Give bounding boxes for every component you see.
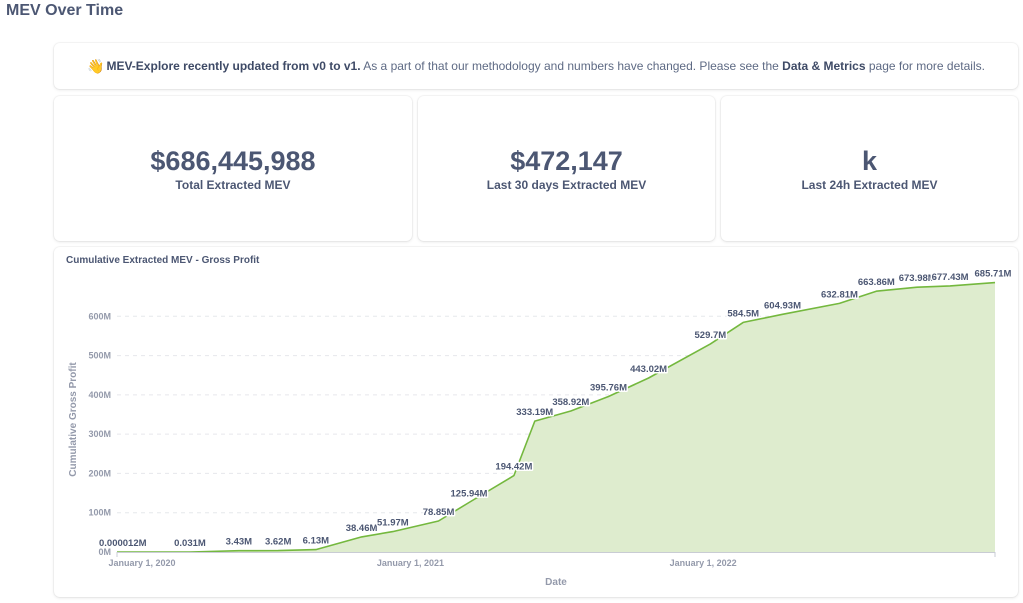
- cumulative-mev-chart-card: Cumulative Extracted MEV - Gross Profit …: [54, 247, 1018, 597]
- y-tick-label: 500M: [88, 351, 111, 361]
- data-label: 395.76M: [590, 383, 627, 394]
- y-tick-label: 200M: [88, 468, 111, 478]
- data-label: 584.5M: [727, 308, 759, 319]
- x-tick-label: January 1, 2021: [377, 558, 444, 568]
- stat-value: k: [861, 145, 878, 176]
- area-layer: [117, 281, 996, 553]
- data-label: 0.000012M: [99, 538, 147, 549]
- data-label: 663.86M: [858, 277, 895, 288]
- notice-text: As a part of that our methodology and nu…: [360, 59, 783, 73]
- data-label: 6.13M: [303, 536, 329, 547]
- y-tick-label: 400M: [88, 390, 111, 400]
- page-title: MEV Over Time: [6, 2, 124, 19]
- data-label: 529.7M: [695, 330, 727, 341]
- y-tick-label: 600M: [88, 311, 111, 321]
- data-label: 125.94M: [451, 489, 488, 500]
- data-label: 673.98M: [899, 273, 936, 284]
- data-label: 632.81M: [821, 289, 858, 300]
- data-label: 358.92M: [552, 397, 589, 408]
- cumulative-mev-chart[interactable]: 0M 100M 200M 300M 400M 500M 600M January 1, 202…: [54, 247, 1018, 597]
- chart-title: Cumulative Extracted MEV - Gross Profit: [66, 255, 260, 266]
- stat-label: Total Extracted MEV: [175, 177, 291, 192]
- data-label: 194.42M: [495, 462, 532, 473]
- waving-hand-icon: 👋: [87, 57, 105, 74]
- data-label: 78.85M: [423, 507, 455, 518]
- x-tick-label: January 1, 2022: [670, 558, 737, 568]
- data-label: 51.97M: [377, 518, 409, 529]
- data-label: 604.93M: [764, 300, 801, 311]
- y-tick-label: 300M: [88, 429, 111, 439]
- data-label: 0.031M: [174, 538, 206, 549]
- y-axis-title: Cumulative Gross Profit: [68, 362, 79, 477]
- data-label: 685.71M: [975, 269, 1012, 280]
- notice-text-end: page for more details.: [865, 59, 985, 73]
- y-tick-label: 0M: [98, 547, 111, 557]
- update-notice-banner: 👋 MEV-Explore recently updated from v0 t…: [54, 43, 1018, 89]
- area-fill: [117, 282, 995, 552]
- stat-card-last-30-days: $472,147 Last 30 days Extracted MEV: [418, 96, 715, 241]
- stat-value: $472,147: [510, 145, 623, 176]
- data-label: 333.19M: [516, 407, 553, 418]
- data-label: 443.02M: [630, 364, 667, 375]
- x-axis-title: Date: [545, 577, 567, 588]
- stat-label: Last 24h Extracted MEV: [801, 177, 938, 192]
- stat-value: $686,445,988: [150, 145, 316, 176]
- data-labels: 0.000012M 0.031M 3.43M 3.62M 6.13M 38.46M 51.9…: [98, 267, 1013, 553]
- stat-card-total: $686,445,988 Total Extracted MEV: [54, 96, 412, 241]
- y-tick-label: 100M: [88, 508, 111, 518]
- stat-label: Last 30 days Extracted MEV: [486, 177, 647, 192]
- series-line: [117, 281, 996, 553]
- x-tick-label: January 1, 2020: [108, 558, 175, 568]
- data-label: 3.43M: [226, 537, 252, 548]
- stat-card-last-24h: k Last 24h Extracted MEV: [721, 96, 1018, 241]
- data-label: 677.43M: [932, 272, 969, 283]
- axes: 0M 100M 200M 300M 400M 500M 600M January 1, 202…: [68, 311, 996, 588]
- data-metrics-link[interactable]: Data & Metrics: [782, 59, 866, 73]
- notice-bold-text: MEV-Explore recently updated from v0 to …: [106, 59, 361, 73]
- data-label: 3.62M: [265, 537, 291, 548]
- data-label: 38.46M: [346, 523, 378, 534]
